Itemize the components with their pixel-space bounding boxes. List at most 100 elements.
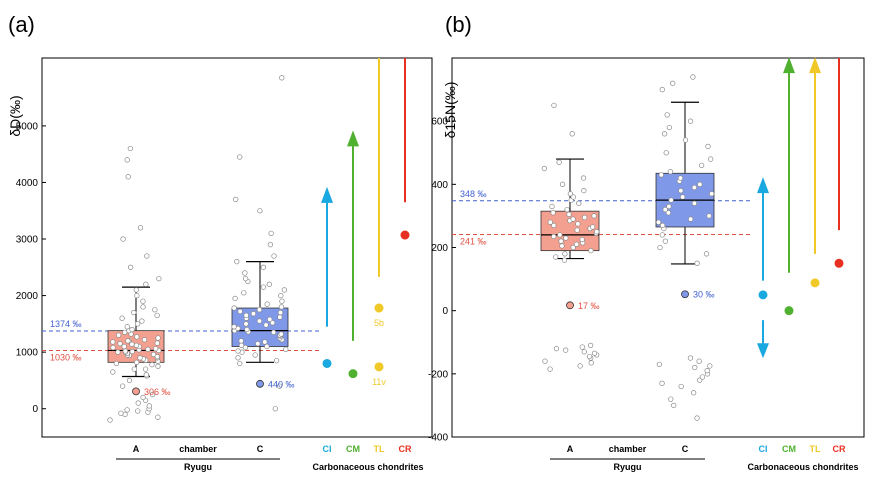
- data-point: [237, 154, 243, 160]
- y-tick-label: -400: [428, 433, 448, 444]
- data-point: [270, 329, 277, 336]
- data-point: [267, 242, 274, 248]
- data-point: [237, 308, 243, 315]
- chondrite-category-label: CR: [833, 444, 846, 454]
- data-point: [581, 349, 587, 355]
- data-point: [551, 222, 557, 229]
- data-point: [690, 390, 697, 396]
- data-point: [137, 225, 144, 231]
- data-point: [679, 194, 686, 200]
- data-point: [134, 334, 140, 340]
- data-point: [140, 394, 146, 401]
- mean-label: 440 ‰: [268, 379, 295, 389]
- data-point: [255, 341, 261, 347]
- data-point: [276, 383, 283, 389]
- data-point: [547, 366, 553, 372]
- data-point: [115, 349, 121, 355]
- data-point: [269, 320, 276, 326]
- data-point: [145, 346, 151, 352]
- data-point: [551, 233, 557, 240]
- chondrite-point: [374, 303, 384, 313]
- x-category-label: A: [567, 444, 574, 454]
- data-point: [659, 222, 666, 229]
- data-point: [242, 270, 248, 276]
- data-point: [272, 406, 278, 412]
- chondrite-point-label: 5b: [374, 318, 384, 328]
- data-point: [124, 157, 130, 163]
- data-point: [122, 348, 128, 354]
- data-point: [591, 213, 597, 219]
- data-point: [665, 210, 672, 216]
- data-point: [666, 124, 672, 131]
- data-point: [582, 214, 588, 221]
- data-point: [156, 275, 162, 282]
- data-point: [692, 364, 698, 371]
- chondrite-category-label: CM: [346, 444, 360, 454]
- data-point: [243, 321, 249, 327]
- y-tick-label: 4000: [16, 178, 39, 189]
- data-point: [155, 414, 161, 420]
- data-point: [129, 326, 135, 333]
- data-point: [257, 208, 263, 214]
- data-point: [283, 346, 289, 352]
- data-point: [231, 324, 237, 330]
- data-point: [260, 264, 266, 270]
- data-point: [662, 206, 668, 213]
- data-point: [120, 236, 126, 242]
- data-point: [563, 235, 569, 241]
- data-point: [671, 402, 677, 409]
- data-point: [134, 321, 141, 327]
- data-point: [581, 187, 587, 194]
- chondrite-point: [758, 290, 768, 300]
- data-point: [266, 281, 272, 287]
- data-point: [542, 358, 548, 364]
- data-point: [264, 343, 270, 350]
- data-point: [238, 342, 245, 349]
- data-point: [149, 391, 156, 398]
- data-point: [706, 213, 712, 219]
- data-point: [140, 298, 146, 304]
- data-point: [115, 332, 122, 338]
- chondrite-arrow-head: [321, 186, 333, 203]
- data-point: [591, 350, 598, 356]
- data-point: [155, 335, 161, 341]
- data-point: [553, 254, 559, 260]
- x-category-label: C: [682, 444, 689, 454]
- x-category-label: A: [133, 444, 140, 454]
- data-point: [587, 342, 594, 349]
- data-point: [129, 341, 135, 347]
- data-point: [256, 307, 263, 313]
- data-point: [263, 322, 269, 328]
- data-point: [694, 415, 700, 421]
- data-point: [666, 203, 672, 210]
- data-point: [574, 227, 580, 233]
- chondrite-category-label: CM: [782, 444, 796, 454]
- data-point: [119, 315, 125, 321]
- data-point: [135, 408, 141, 414]
- chondrite-point: [400, 230, 410, 240]
- chondrite-point: [810, 278, 820, 288]
- data-point: [232, 295, 238, 302]
- data-point: [235, 348, 241, 354]
- data-point: [579, 344, 585, 350]
- mean-label: 306 ‰: [144, 387, 171, 397]
- y-axis-label-2: δ15N(‰): [442, 82, 458, 139]
- chondrite-category-label: TL: [810, 444, 821, 454]
- data-point: [556, 159, 562, 165]
- data-point: [704, 368, 710, 374]
- data-point: [129, 348, 135, 355]
- data-point: [137, 355, 143, 361]
- data-point: [576, 200, 582, 206]
- data-point: [152, 307, 158, 313]
- data-point: [690, 74, 696, 80]
- data-point: [242, 344, 249, 351]
- data-point: [267, 316, 273, 322]
- data-point: [279, 75, 285, 81]
- chondrite-category-label: CI: [323, 444, 332, 454]
- data-point: [563, 347, 569, 353]
- data-point: [547, 219, 553, 225]
- ryugu-group-label: Ryugu: [614, 462, 642, 472]
- data-point: [139, 318, 145, 324]
- data-point: [131, 366, 137, 372]
- data-point: [264, 301, 270, 307]
